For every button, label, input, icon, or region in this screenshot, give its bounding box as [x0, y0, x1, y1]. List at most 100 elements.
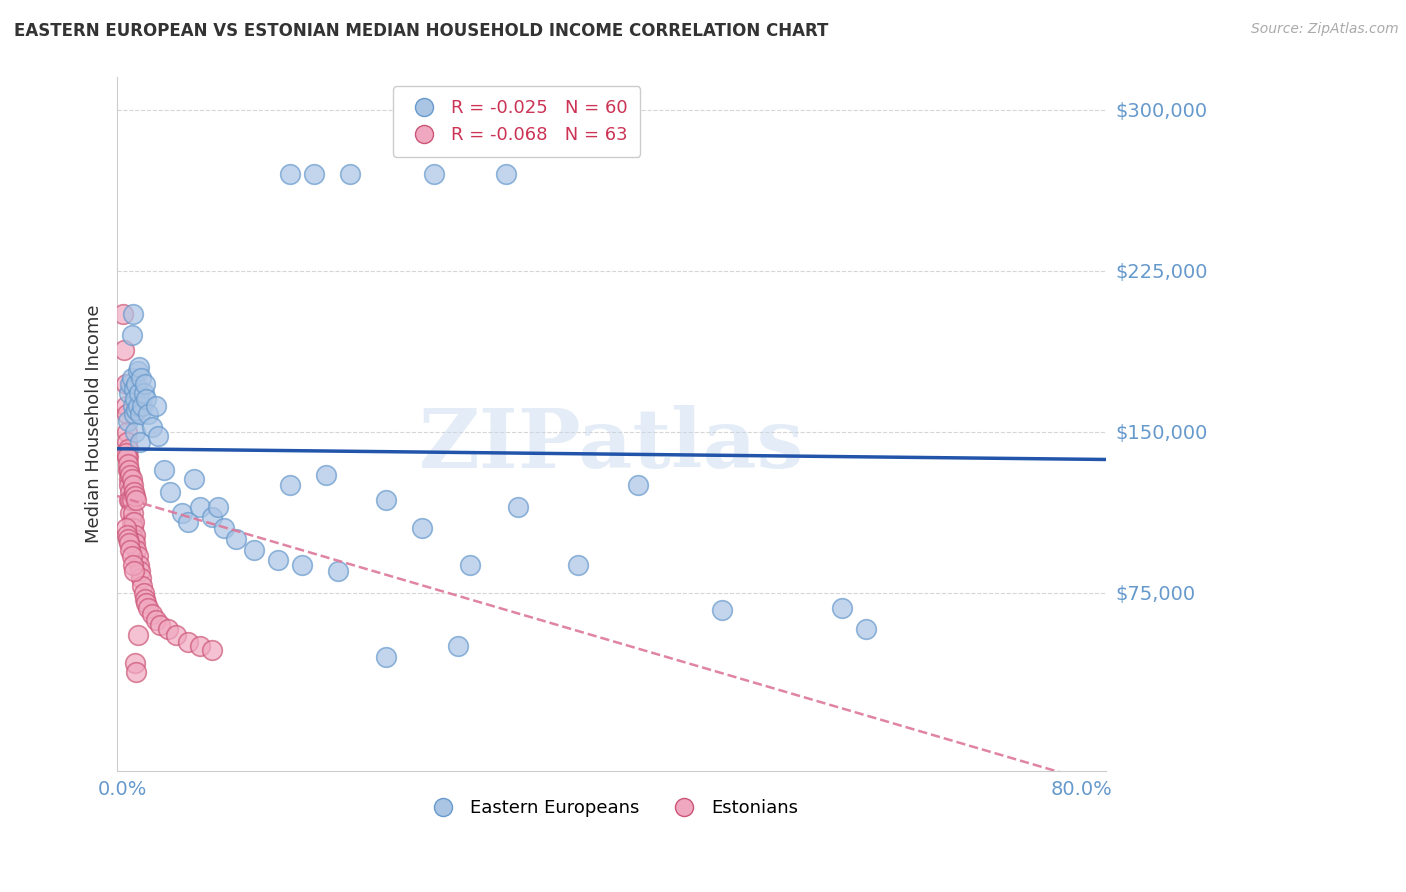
Point	[122, 515, 145, 529]
Point	[127, 549, 149, 563]
Point	[339, 167, 361, 181]
Point	[149, 617, 172, 632]
Point	[125, 403, 148, 417]
Point	[128, 386, 150, 401]
Point	[627, 478, 650, 492]
Point	[120, 542, 142, 557]
Point	[118, 463, 141, 477]
Point	[165, 628, 187, 642]
Legend: Eastern Europeans, Estonians: Eastern Europeans, Estonians	[418, 791, 806, 824]
Point	[117, 414, 139, 428]
Point	[131, 399, 153, 413]
Point	[423, 167, 446, 181]
Point	[177, 635, 200, 649]
Y-axis label: Median Household Income: Median Household Income	[86, 305, 103, 543]
Point	[134, 377, 156, 392]
Point	[201, 510, 224, 524]
Point	[131, 579, 153, 593]
Point	[124, 536, 146, 550]
Point	[267, 553, 290, 567]
Point	[291, 558, 314, 572]
Point	[118, 472, 141, 486]
Point	[156, 622, 179, 636]
Point	[146, 429, 169, 443]
Point	[188, 639, 211, 653]
Point	[121, 521, 143, 535]
Point	[115, 527, 138, 541]
Point	[114, 446, 136, 460]
Point	[125, 493, 148, 508]
Point	[129, 570, 152, 584]
Point	[831, 600, 853, 615]
Point	[125, 542, 148, 557]
Text: Source: ZipAtlas.com: Source: ZipAtlas.com	[1251, 22, 1399, 37]
Point	[125, 377, 148, 392]
Point	[128, 360, 150, 375]
Point	[117, 457, 139, 471]
Point	[135, 596, 157, 610]
Point	[121, 515, 143, 529]
Point	[145, 614, 167, 628]
Point	[129, 564, 152, 578]
Point	[135, 392, 157, 407]
Point	[225, 532, 247, 546]
Point	[117, 532, 139, 546]
Point	[122, 484, 145, 499]
Point	[112, 343, 135, 357]
Point	[114, 377, 136, 392]
Point	[122, 532, 145, 546]
Point	[207, 500, 229, 514]
Point	[128, 558, 150, 572]
Point	[122, 564, 145, 578]
Point	[121, 493, 143, 508]
Point	[567, 558, 589, 572]
Point	[159, 484, 181, 499]
Point	[121, 549, 143, 563]
Point	[141, 420, 163, 434]
Point	[212, 521, 235, 535]
Point	[121, 478, 143, 492]
Point	[134, 592, 156, 607]
Point	[127, 399, 149, 413]
Point	[855, 622, 877, 636]
Point	[326, 564, 349, 578]
Point	[243, 542, 266, 557]
Point	[115, 425, 138, 439]
Point	[201, 643, 224, 657]
Point	[145, 399, 167, 413]
Point	[141, 607, 163, 621]
Point	[120, 493, 142, 508]
Point	[506, 500, 529, 514]
Point	[278, 167, 301, 181]
Point	[129, 371, 152, 385]
Point	[121, 328, 143, 343]
Point	[122, 408, 145, 422]
Point	[375, 493, 398, 508]
Point	[120, 377, 142, 392]
Point	[115, 450, 138, 465]
Point	[177, 515, 200, 529]
Point	[132, 386, 155, 401]
Point	[120, 484, 142, 499]
Point	[121, 306, 143, 320]
Point	[183, 472, 205, 486]
Point	[115, 435, 138, 450]
Point	[129, 435, 152, 450]
Point	[121, 472, 143, 486]
Point	[711, 603, 734, 617]
Point	[120, 506, 142, 520]
Point	[375, 649, 398, 664]
Point	[121, 399, 143, 413]
Point	[127, 628, 149, 642]
Point	[153, 463, 176, 477]
Point	[458, 558, 481, 572]
Point	[122, 382, 145, 396]
Point	[447, 639, 470, 653]
Point	[117, 450, 139, 465]
Point	[120, 467, 142, 482]
Point	[114, 521, 136, 535]
Point	[132, 585, 155, 599]
Point	[121, 558, 143, 572]
Point	[124, 425, 146, 439]
Point	[117, 463, 139, 477]
